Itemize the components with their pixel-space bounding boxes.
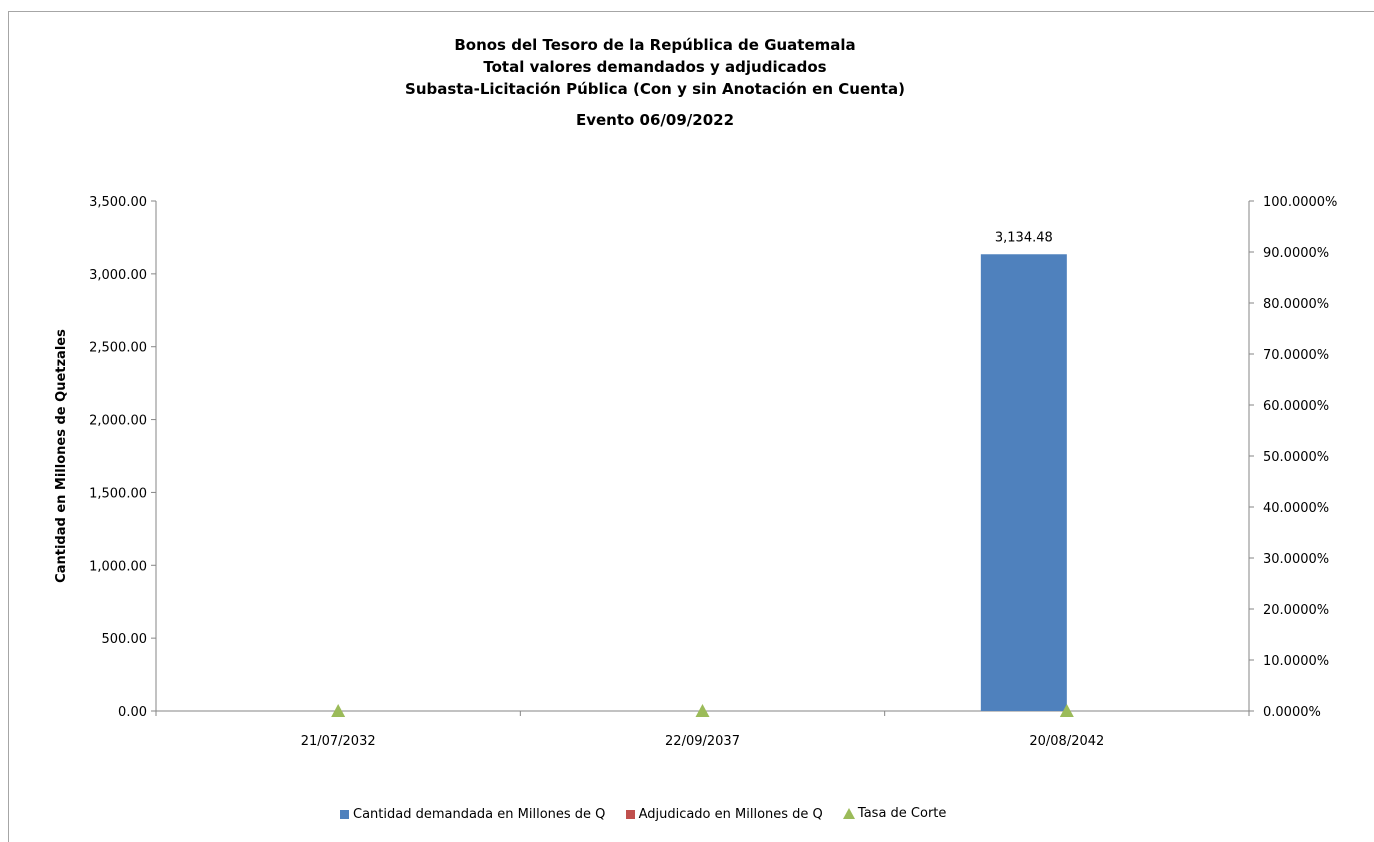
x-tick-label: 21/07/2032 bbox=[301, 734, 376, 749]
legend-marker-tasa bbox=[842, 808, 855, 819]
y-tick-label: 1,500.00 bbox=[89, 486, 147, 501]
marker-tasa-de-corte bbox=[695, 704, 710, 717]
legend-swatch-adjudicado bbox=[625, 810, 635, 819]
y-tick-label: 2,000.00 bbox=[89, 414, 147, 429]
y2-tick-label: 30.0000% bbox=[1263, 552, 1329, 567]
legend-label-adjudicado: Adjudicado en Millones de Q bbox=[638, 807, 823, 822]
chart-frame bbox=[8, 11, 1374, 842]
y2-tick-label: 40.0000% bbox=[1263, 501, 1329, 516]
y-tick-label: 1,000.00 bbox=[89, 559, 147, 574]
y2-tick-label: 50.0000% bbox=[1263, 450, 1329, 465]
legend-label-tasa: Tasa de Corte bbox=[857, 806, 947, 821]
chart-title-line-3: Subasta-Licitación Pública (Con y sin An… bbox=[405, 80, 905, 98]
y-axis-title: Cantidad en Millones de Quetzales bbox=[54, 329, 69, 583]
y2-tick-label: 80.0000% bbox=[1263, 297, 1329, 312]
y2-tick-label: 20.0000% bbox=[1263, 603, 1329, 618]
bar-demandada bbox=[980, 254, 1067, 712]
chart-legend: Cantidad demandada en Millones de Q Adju… bbox=[340, 806, 962, 823]
y-tick-label: 2,500.00 bbox=[89, 341, 147, 356]
y2-tick-label: 10.0000% bbox=[1263, 654, 1329, 669]
y2-tick-label: 100.0000% bbox=[1263, 195, 1337, 210]
chart-title-line-2: Total valores demandados y adjudicados bbox=[483, 58, 827, 76]
marker-tasa-de-corte bbox=[1059, 704, 1074, 717]
y2-tick-label: 0.0000% bbox=[1263, 705, 1321, 720]
chart-title-event: Evento 06/09/2022 bbox=[575, 111, 735, 129]
x-tick-label: 22/09/2037 bbox=[665, 734, 740, 749]
y2-tick-label: 60.0000% bbox=[1263, 399, 1329, 414]
y-tick-label: 500.00 bbox=[102, 632, 148, 647]
y2-tick-label: 70.0000% bbox=[1263, 348, 1329, 363]
marker-tasa-de-corte bbox=[331, 704, 346, 717]
chart-title-line-1: Bonos del Tesoro de la República de Guat… bbox=[454, 36, 856, 54]
legend-item-tasa: Tasa de Corte bbox=[842, 806, 947, 821]
legend-swatch-demandada bbox=[340, 810, 349, 819]
x-tick-label: 20/08/2042 bbox=[1029, 734, 1104, 749]
y2-tick-label: 90.0000% bbox=[1263, 246, 1329, 261]
y-tick-label: 3,500.00 bbox=[89, 195, 147, 210]
legend-item-demandada: Cantidad demandada en Millones de Q bbox=[340, 807, 605, 822]
y-tick-label: 0.00 bbox=[118, 705, 147, 720]
y-tick-label: 3,000.00 bbox=[89, 268, 147, 283]
legend-item-adjudicado: Adjudicado en Millones de Q bbox=[625, 807, 823, 822]
chart-title-block: Bonos del Tesoro de la República de Guat… bbox=[305, 34, 1005, 131]
legend-label-demandada: Cantidad demandada en Millones de Q bbox=[353, 807, 606, 822]
bar-data-label: 3,134.48 bbox=[995, 230, 1053, 245]
